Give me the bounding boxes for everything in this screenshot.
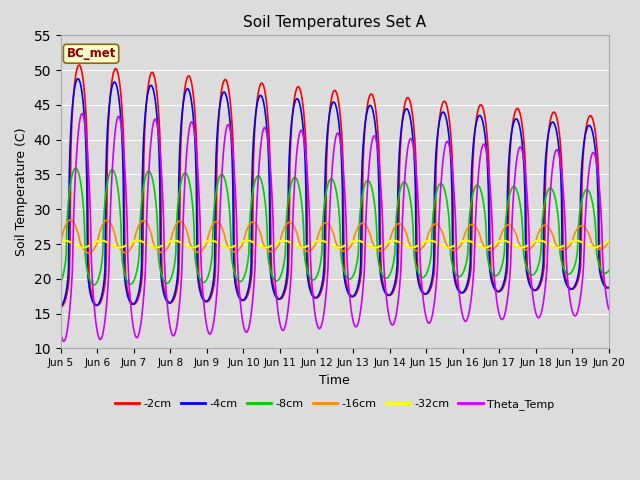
-32cm xyxy=(61,238,68,243)
-4cm xyxy=(605,285,612,290)
Theta_Temp xyxy=(556,157,564,163)
Text: BC_met: BC_met xyxy=(67,47,116,60)
Theta_Temp xyxy=(605,306,612,312)
-8cm xyxy=(435,182,443,188)
Line: Theta_Temp: Theta_Temp xyxy=(61,113,609,341)
-32cm xyxy=(605,239,612,244)
-2cm xyxy=(605,285,612,291)
-16cm xyxy=(67,217,75,223)
-8cm xyxy=(57,279,65,285)
-16cm xyxy=(328,226,335,232)
-8cm xyxy=(90,282,97,288)
-16cm xyxy=(179,220,186,226)
-4cm xyxy=(74,76,81,82)
Legend: -2cm, -4cm, -8cm, -16cm, -32cm, Theta_Temp: -2cm, -4cm, -8cm, -16cm, -32cm, Theta_Te… xyxy=(111,395,559,414)
-4cm xyxy=(202,299,209,304)
-16cm xyxy=(435,223,443,229)
-32cm xyxy=(79,245,87,251)
-8cm xyxy=(179,173,186,179)
Theta_Temp xyxy=(60,338,68,344)
Theta_Temp xyxy=(381,280,389,286)
-8cm xyxy=(556,250,564,255)
-8cm xyxy=(381,275,389,281)
Line: -8cm: -8cm xyxy=(61,168,609,285)
-16cm xyxy=(202,241,210,247)
-2cm xyxy=(178,119,186,124)
-4cm xyxy=(178,113,186,119)
-8cm xyxy=(605,268,612,274)
-4cm xyxy=(57,303,65,309)
-4cm xyxy=(556,149,563,155)
-4cm xyxy=(435,126,442,132)
-8cm xyxy=(72,165,79,171)
-32cm xyxy=(202,239,210,244)
-4cm xyxy=(327,104,335,109)
-32cm xyxy=(435,241,443,247)
-2cm xyxy=(435,127,442,133)
X-axis label: Time: Time xyxy=(319,373,350,387)
-16cm xyxy=(85,250,93,256)
Line: -32cm: -32cm xyxy=(61,240,609,248)
Line: -16cm: -16cm xyxy=(61,220,609,253)
Theta_Temp xyxy=(202,320,210,326)
-2cm xyxy=(57,304,65,310)
-2cm xyxy=(556,130,563,135)
-32cm xyxy=(556,244,564,250)
-16cm xyxy=(381,246,389,252)
-8cm xyxy=(328,176,335,182)
-16cm xyxy=(556,246,564,252)
Theta_Temp xyxy=(435,216,443,222)
-2cm xyxy=(327,98,335,104)
Theta_Temp xyxy=(328,171,335,177)
Line: -4cm: -4cm xyxy=(61,79,609,306)
-32cm xyxy=(179,241,186,247)
Theta_Temp xyxy=(57,331,65,337)
-2cm xyxy=(76,62,83,68)
-2cm xyxy=(380,285,388,290)
Y-axis label: Soil Temperature (C): Soil Temperature (C) xyxy=(15,128,28,256)
-16cm xyxy=(605,239,612,245)
-16cm xyxy=(57,240,65,245)
Theta_Temp xyxy=(78,110,86,116)
-8cm xyxy=(202,277,210,283)
-4cm xyxy=(380,288,388,294)
Title: Soil Temperatures Set A: Soil Temperatures Set A xyxy=(243,15,426,30)
-32cm xyxy=(381,240,389,246)
-2cm xyxy=(202,298,209,304)
Theta_Temp xyxy=(179,238,186,243)
-32cm xyxy=(57,239,65,244)
-32cm xyxy=(328,242,335,248)
Line: -2cm: -2cm xyxy=(61,65,609,307)
